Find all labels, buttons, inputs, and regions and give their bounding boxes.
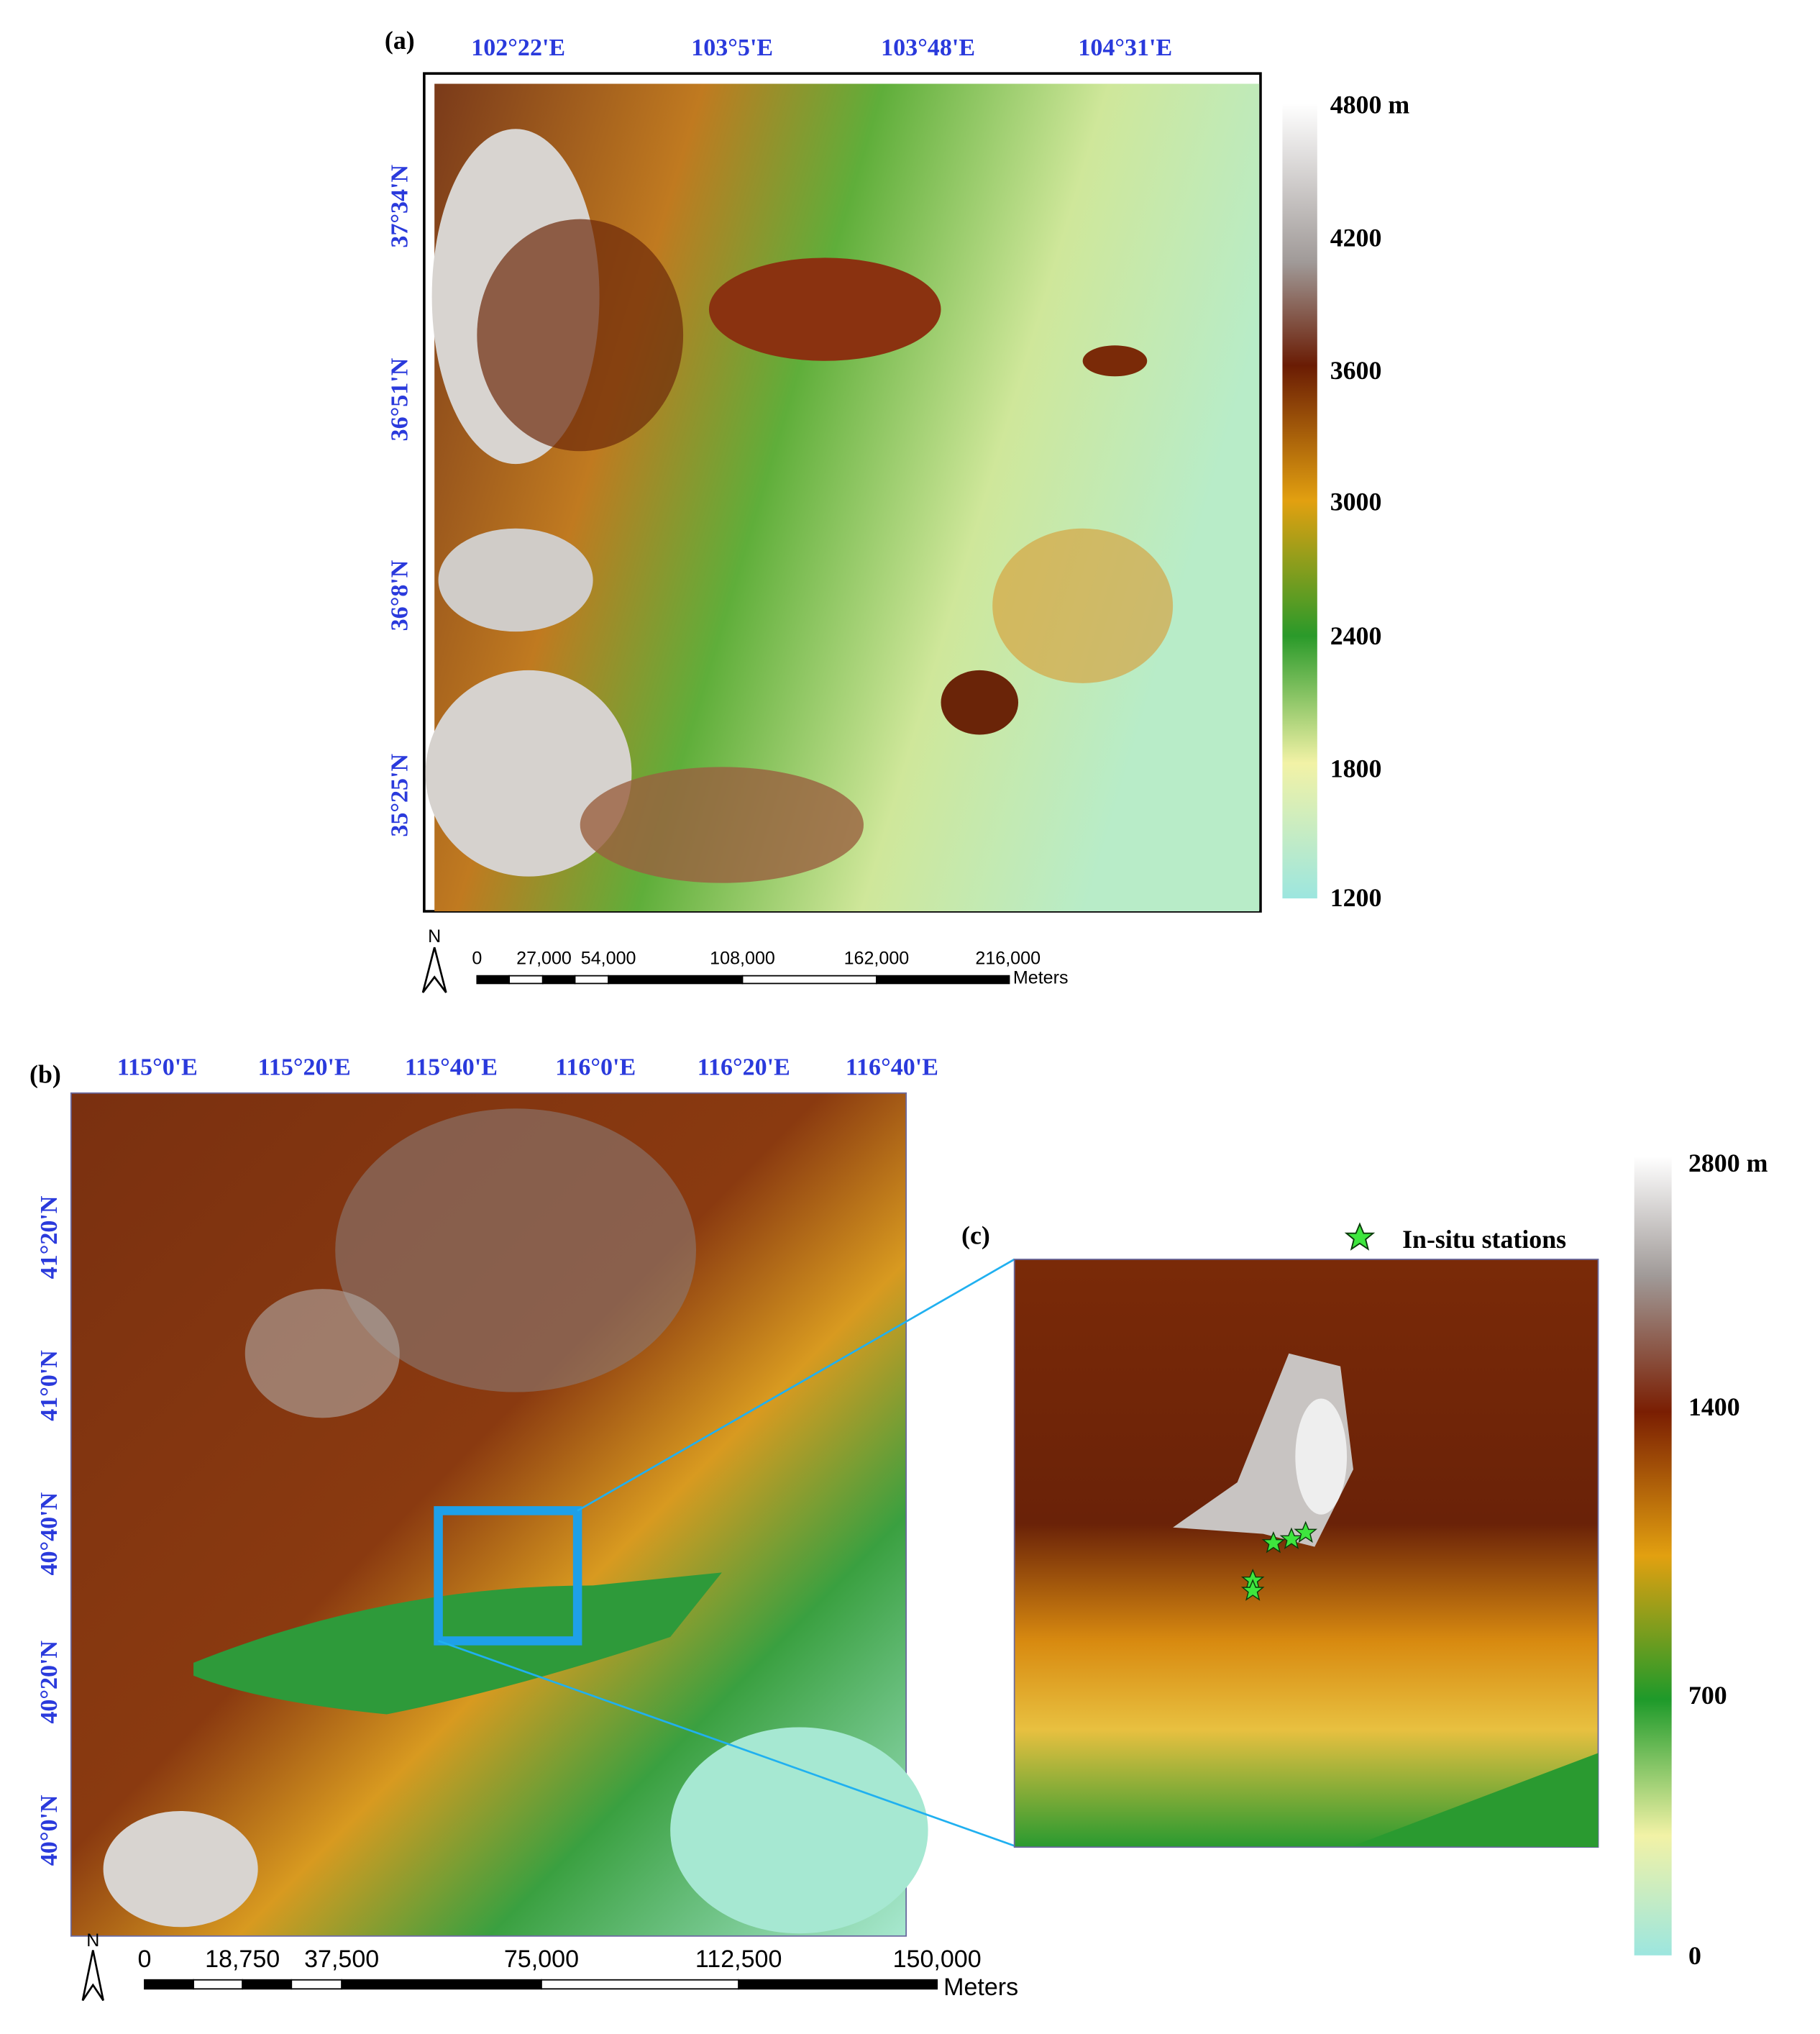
lat-label: 40°0'N	[36, 1794, 63, 1866]
zoom-box	[434, 1506, 582, 1646]
lon-label: 115°0'E	[117, 1054, 198, 1081]
scale-segment	[741, 975, 877, 985]
colorbar-label: 1400	[1688, 1392, 1740, 1421]
scale-segment	[341, 1979, 542, 1990]
scale-bar	[476, 975, 1010, 985]
colorbar-label: 3600	[1330, 356, 1382, 385]
scale-segment	[144, 1979, 194, 1990]
north-arrow	[81, 1950, 104, 2002]
scale-segment	[541, 975, 576, 985]
terrain-a	[425, 83, 1260, 912]
lat-label: 40°20'N	[36, 1640, 63, 1723]
connector	[438, 1640, 1015, 1847]
lon-label: 102°22'E	[471, 35, 565, 61]
scale-segment	[242, 1979, 293, 1990]
colorbar-label: 1200	[1330, 883, 1382, 912]
scale-segment	[738, 1979, 938, 1990]
lon-label: 104°31'E	[1078, 35, 1172, 61]
lat-label: 40°40'N	[36, 1492, 63, 1575]
scale-label: 216,000	[975, 949, 1041, 969]
scale-segment	[476, 975, 511, 985]
terrain-c	[1013, 1259, 1599, 1848]
colorbar	[1282, 103, 1317, 899]
lon-label: 115°40'E	[405, 1054, 498, 1081]
scale-label: 0	[472, 949, 482, 969]
scale-segment	[193, 1979, 244, 1990]
north-label: N	[428, 926, 441, 947]
lon-label: 116°0'E	[555, 1054, 636, 1081]
colorbar-label: 4200	[1330, 223, 1382, 252]
lon-label: 116°40'E	[846, 1054, 938, 1081]
north-label: N	[86, 1930, 99, 1951]
lat-label: 36°51'N	[387, 357, 413, 441]
scale-label: 112,500	[695, 1946, 782, 1973]
scale-label: 18,750	[205, 1946, 280, 1973]
scale-segment	[541, 1979, 740, 1990]
scale-label: 54,000	[581, 949, 636, 969]
colorbar-label: 0	[1688, 1941, 1701, 1970]
lat-label: 35°25'N	[387, 753, 413, 836]
colorbar-label: 1800	[1330, 754, 1382, 783]
connector	[577, 1258, 1015, 1512]
legend-label: In-situ stations	[1402, 1225, 1566, 1254]
colorbar-label: 4800 m	[1330, 91, 1410, 119]
scale-unit: Meters	[1013, 967, 1069, 988]
colorbar-label: 2800 m	[1688, 1149, 1768, 1177]
north-arrow	[421, 947, 447, 993]
scale-label: 150,000	[893, 1946, 982, 1973]
colorbar-label: 700	[1688, 1681, 1727, 1710]
scale-unit: Meters	[943, 1974, 1018, 2001]
scale-bar	[144, 1979, 938, 1990]
colorbar	[1634, 1156, 1672, 1956]
scale-segment	[508, 975, 544, 985]
scale-label: 27,000	[516, 949, 572, 969]
scale-segment	[291, 1979, 343, 1990]
colorbar-label: 2400	[1330, 621, 1382, 650]
lat-label: 41°20'N	[36, 1195, 63, 1279]
scale-segment	[876, 975, 1010, 985]
scale-label: 0	[137, 1946, 151, 1973]
lon-label: 116°20'E	[698, 1054, 790, 1081]
panel-label: (c)	[961, 1221, 990, 1249]
lat-label: 41°0'N	[36, 1350, 63, 1421]
scale-segment	[574, 975, 610, 985]
scale-label: 162,000	[844, 949, 910, 969]
scale-label: 108,000	[710, 949, 775, 969]
lat-label: 36°8'N	[387, 560, 413, 631]
lat-label: 37°34'N	[387, 164, 413, 247]
panel-label: (b)	[29, 1059, 61, 1088]
lon-label: 115°20'E	[258, 1054, 351, 1081]
scale-label: 37,500	[304, 1946, 379, 1973]
colorbar-label: 3000	[1330, 488, 1382, 516]
panel-label: (a)	[385, 26, 415, 55]
lon-label: 103°5'E	[691, 35, 773, 61]
lon-label: 103°48'E	[881, 35, 975, 61]
scale-segment	[608, 975, 744, 985]
scale-label: 75,000	[504, 1946, 579, 1973]
